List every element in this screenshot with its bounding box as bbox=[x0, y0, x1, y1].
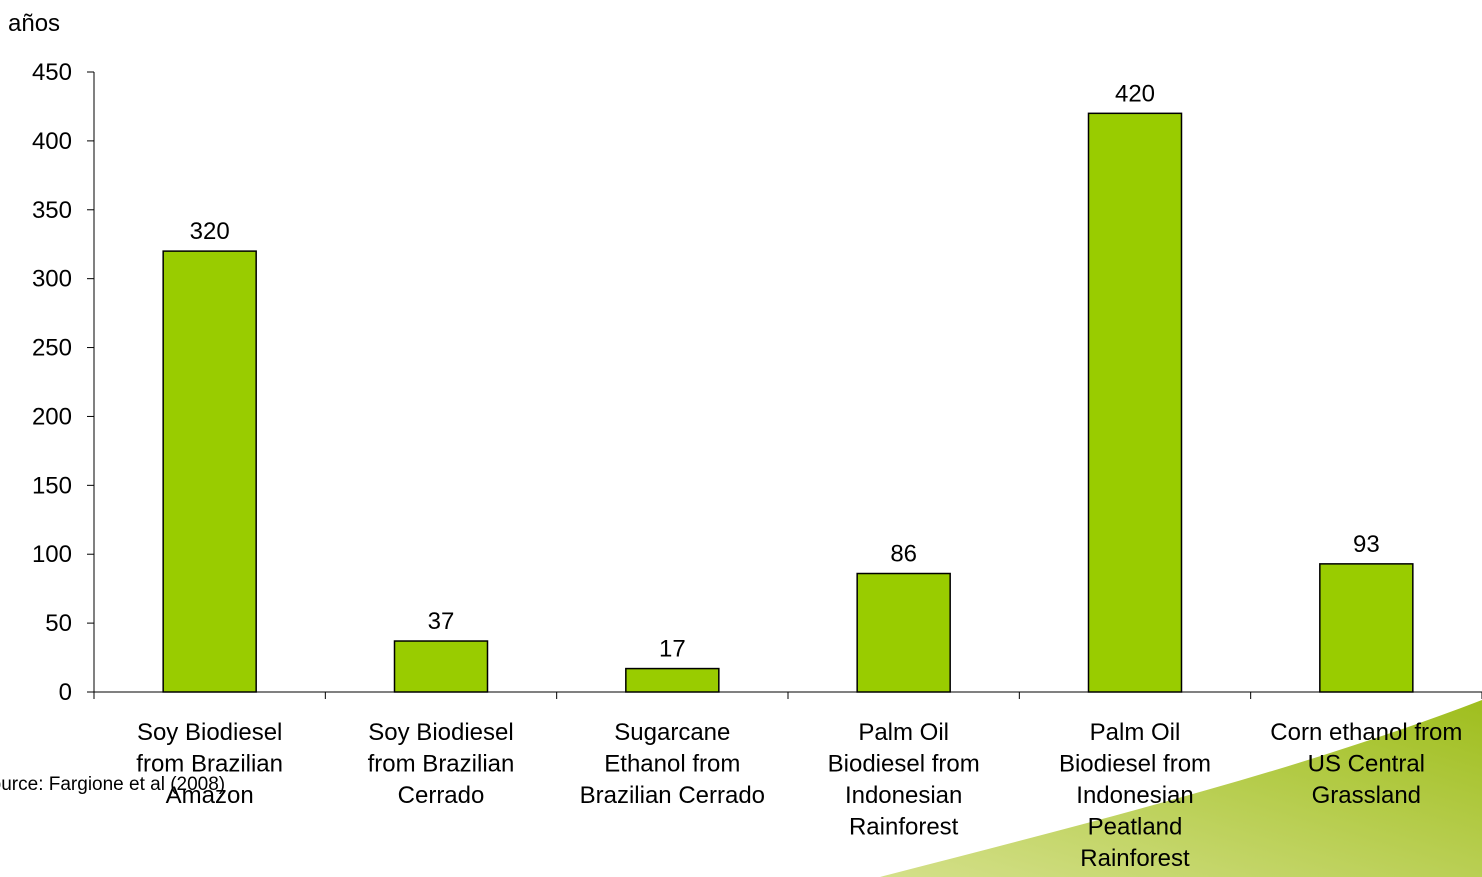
data-label: 420 bbox=[1115, 80, 1155, 107]
bar bbox=[393, 640, 489, 693]
x-tick-label: Sugarcane Ethanol from Brazilian Cerrado bbox=[580, 719, 765, 809]
y-tick-label: 200 bbox=[32, 403, 72, 430]
x-tick-label: Corn ethanol from US Central Grassland bbox=[1270, 719, 1462, 809]
axes bbox=[87, 71, 1482, 699]
x-tick-label: Soy Biodiesel from Brazilian Cerrado bbox=[368, 719, 515, 809]
y-axis-label: años bbox=[8, 10, 60, 37]
bar bbox=[1319, 563, 1414, 693]
y-tick-label: 350 bbox=[32, 197, 72, 224]
y-tick-label: 150 bbox=[32, 472, 72, 499]
bar bbox=[162, 250, 257, 693]
bars bbox=[162, 112, 1414, 693]
x-tick-labels: Soy Biodiesel from Brazilian Amazon Soy Bio… bbox=[136, 719, 1462, 872]
data-labels: 320 37 17 86 420 93 bbox=[190, 80, 1380, 662]
y-tick-label: 400 bbox=[32, 128, 72, 155]
data-label: 93 bbox=[1353, 531, 1380, 558]
y-tick-label: 0 bbox=[59, 679, 72, 706]
bar bbox=[856, 572, 951, 693]
y-tick-labels: 0 50 100 150 200 250 300 350 400 450 bbox=[32, 59, 72, 706]
x-tick-label: Palm Oil Biodiesel from Indonesian Rainfore… bbox=[828, 719, 980, 841]
data-label: 37 bbox=[428, 608, 455, 635]
x-tick-label: Palm Oil Biodiesel from Indonesian Peatland… bbox=[1059, 719, 1211, 872]
x-tick-label: Soy Biodiesel from Brazilian Amazon bbox=[136, 719, 283, 809]
data-label: 320 bbox=[190, 218, 230, 245]
y-tick-label: 100 bbox=[32, 541, 72, 568]
data-label: 86 bbox=[890, 541, 917, 568]
bar bbox=[1087, 112, 1183, 693]
y-tick-label: 250 bbox=[32, 335, 72, 362]
y-tick-label: 50 bbox=[45, 610, 72, 637]
decorative-swoosh bbox=[880, 700, 1482, 877]
source-text: Source: Fargione et al (2008) bbox=[0, 774, 226, 795]
y-tick-label: 300 bbox=[32, 266, 72, 293]
y-tick-label: 450 bbox=[32, 59, 72, 86]
data-label: 17 bbox=[659, 636, 686, 663]
bar bbox=[625, 667, 720, 693]
source-note: Source: Fargione et al (2008) bbox=[0, 774, 300, 804]
